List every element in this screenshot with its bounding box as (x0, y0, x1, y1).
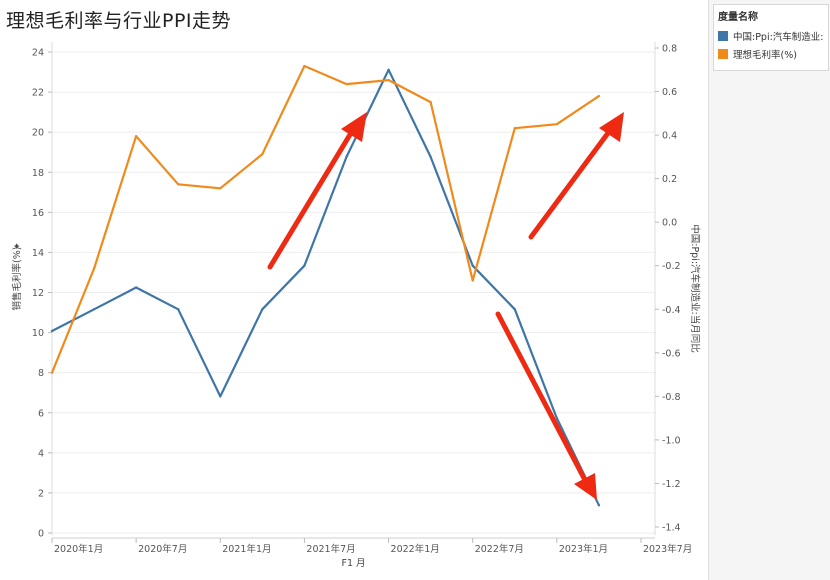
pin-icon: ✦ (13, 242, 23, 250)
x-tick-label: 2022年7月 (475, 543, 524, 555)
data-point-margin (597, 94, 601, 98)
annotation-arrows (267, 112, 624, 500)
x-tick-label: 2021年1月 (222, 543, 271, 555)
data-point-ppi (261, 308, 264, 311)
y-right-tick-label: -0.8 (662, 392, 681, 403)
data-point-margin (219, 187, 222, 190)
y-left-tick-label: 14 (32, 248, 44, 259)
data-point-margin (513, 126, 516, 130)
y-left-tick-label: 18 (32, 168, 44, 179)
y-left-tick-label: 22 (32, 88, 44, 99)
x-axis-title: F1 月 (341, 558, 365, 569)
series-lines (50, 64, 601, 507)
data-point-ppi (92, 308, 96, 311)
data-point-margin (471, 279, 474, 282)
legend: 度量名称 中国:Ppi:汽车制造业:... 理想毛利率(%) (713, 4, 829, 71)
data-point-ppi (597, 504, 601, 507)
data-point-margin (177, 183, 180, 186)
y-right-tick-label: 0.6 (662, 87, 677, 98)
x-tick-label: 2021年7月 (306, 543, 355, 555)
y-left-tick-label: 6 (38, 408, 44, 419)
data-point-margin (50, 371, 54, 374)
data-point-margin (555, 122, 559, 126)
y-right-tick-label: -0.4 (662, 305, 681, 316)
y-right-tick-label: -0.6 (662, 348, 681, 359)
data-point-ppi (177, 308, 180, 311)
chart-canvas: 024681012141618202224-1.4-1.2-1.0-0.8-0.… (11, 42, 701, 569)
arrow-up-left-annotation (267, 112, 367, 270)
y-right-tick-label: -1.0 (662, 435, 681, 446)
y-left-tick-label: 12 (32, 288, 44, 299)
data-point-margin (303, 64, 306, 68)
legend-label-ppi: 中国:Ppi:汽车制造业:... (733, 32, 824, 43)
arrow-down-annotation (495, 311, 597, 500)
x-tick-label: 2023年7月 (643, 543, 692, 555)
data-point-ppi (345, 155, 348, 159)
y-left-tick-label: 10 (32, 328, 44, 339)
y-left-axis-title: 销售毛利率(%) (11, 247, 23, 311)
data-point-margin (429, 100, 432, 104)
y-right-tick-label: 0.0 (662, 218, 677, 229)
legend-swatch-ppi (718, 31, 728, 41)
series-line-ppi (50, 68, 601, 507)
x-tick-label: 2020年1月 (54, 543, 103, 555)
data-point-margin (92, 267, 96, 270)
y-right-tick-label: -0.2 (662, 261, 681, 272)
data-point-ppi (555, 416, 559, 420)
data-point-ppi (50, 329, 54, 333)
arrow-up-right-annotation (528, 112, 624, 240)
y-left-tick-label: 8 (38, 368, 44, 379)
data-point-ppi (429, 155, 432, 159)
data-point-ppi (303, 264, 306, 267)
y-left-tick-label: 2 (38, 488, 44, 499)
data-point-ppi (134, 286, 138, 289)
y-left-tick-label: 24 (32, 48, 44, 59)
legend-item-margin[interactable]: 理想毛利率(%) (718, 47, 824, 61)
data-point-ppi (471, 264, 474, 267)
x-tick-label: 2022年1月 (391, 543, 440, 555)
data-point-margin (134, 134, 138, 138)
y-right-tick-label: 0.4 (662, 131, 677, 142)
data-point-margin (345, 82, 348, 86)
axes: 024681012141618202224-1.4-1.2-1.0-0.8-0.… (11, 42, 701, 569)
data-point-ppi (513, 308, 516, 311)
y-right-tick-label: -1.4 (662, 523, 681, 534)
legend-title: 度量名称 (718, 12, 758, 23)
x-tick-label: 2023年1月 (559, 543, 608, 555)
data-point-margin (261, 153, 264, 156)
y-left-tick-label: 0 (38, 529, 44, 540)
y-right-tick-label: 0.2 (662, 174, 677, 185)
legend-label-margin: 理想毛利率(%) (733, 50, 797, 61)
x-tick-label: 2020年7月 (138, 543, 187, 555)
y-right-tick-label: 0.8 (662, 44, 677, 55)
y-right-axis-title: 中国:Ppi:汽车制造业:当月同比 (689, 224, 701, 353)
data-point-ppi (387, 68, 390, 71)
chart-title: 理想毛利率与行业PPI走势 (6, 10, 232, 32)
series-line-margin (50, 64, 601, 374)
data-point-ppi (219, 395, 222, 398)
data-point-margin (387, 78, 390, 82)
y-left-tick-label: 4 (38, 448, 44, 459)
legend-item-ppi[interactable]: 中国:Ppi:汽车制造业:... (718, 29, 824, 43)
y-left-tick-label: 20 (32, 128, 44, 139)
legend-swatch-margin (718, 49, 728, 59)
legend-panel: 度量名称 中国:Ppi:汽车制造业:... 理想毛利率(%) (708, 0, 830, 580)
y-right-tick-label: -1.2 (662, 479, 681, 490)
y-left-tick-label: 16 (32, 208, 44, 219)
